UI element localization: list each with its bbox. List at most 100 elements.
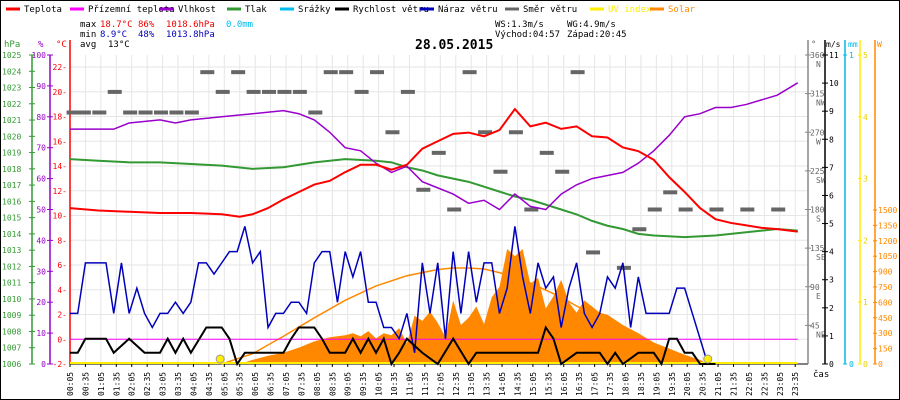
x-tick-label: 14:05 [498, 372, 507, 396]
sun-marker [215, 354, 225, 364]
uv-tick-label: 1 [863, 298, 868, 307]
stat-min-hum: 48% [138, 30, 155, 40]
temperature-tick-label: 18- [53, 113, 67, 122]
pressure-tick-label: 1022 [2, 100, 21, 109]
humidity-tick-label: 70 [36, 144, 46, 153]
temperature-tick-label: 4- [57, 286, 67, 295]
wind-direction-mark [524, 207, 539, 212]
temperature-line [69, 107, 798, 233]
wind-direction-mark [586, 250, 601, 255]
legend-label: Přízemní teplota [88, 5, 175, 15]
solar-tick-label: 1050 [878, 252, 897, 261]
pressure-tick-label: 1010 [2, 295, 21, 304]
rain-tick-label: 1 [849, 51, 854, 60]
pressure-unit: hPa [4, 40, 20, 50]
wind-direction-tick-label: 270 [810, 128, 825, 137]
temperature-unit: °C [56, 40, 67, 50]
wind-direction-mark [431, 150, 446, 155]
x-tick-label: 09:35 [359, 372, 368, 396]
wind-direction-mark [647, 207, 662, 212]
humidity-tick-label: 100 [32, 51, 47, 60]
wind-direction-cardinal: S [816, 215, 821, 224]
legend-label: UV index [608, 5, 652, 15]
x-tick-label: 13:35 [483, 372, 492, 396]
stat-min-label: min [80, 30, 96, 40]
axes: hPa1006100710081009101010111012101310141… [2, 40, 897, 396]
x-tick-label: 00:05 [66, 372, 75, 396]
x-tick-label: 06:35 [267, 372, 276, 396]
x-tick-label: 21:35 [729, 372, 738, 396]
pressure-tick-label: 1018 [2, 165, 21, 174]
pressure-tick-label: 1015 [2, 214, 21, 223]
solar-tick-label: 900 [878, 268, 893, 277]
x-tick-label: 03:35 [174, 372, 183, 396]
humidity-tick-label: 20 [36, 298, 46, 307]
x-tick-label: 21:05 [714, 372, 723, 396]
pressure-tick-label: 1013 [2, 246, 21, 255]
humidity-tick-label: 60 [36, 175, 46, 184]
wind-direction-mark [308, 110, 323, 115]
wind-speed-tick-label: 8 [829, 135, 834, 144]
x-tick-label: 06:05 [251, 372, 260, 396]
solar-tick-label: 0 [878, 360, 883, 369]
solar-tick-label: 150 [878, 345, 893, 354]
stat-min-temp: 8.9°C [100, 30, 127, 40]
wind-direction-mark [570, 70, 585, 75]
wind-speed-line [70, 325, 716, 367]
x-tick-label: 15:05 [529, 372, 538, 396]
wind-direction-mark [508, 130, 523, 135]
x-tick-label: 10:35 [390, 372, 399, 396]
wind-direction-mark [107, 89, 122, 94]
solar-tick-label: 1350 [878, 221, 897, 230]
wind-direction-mark [539, 150, 554, 155]
solar-tick-label: 300 [878, 329, 893, 338]
temperature-tick-label: -2- [53, 360, 67, 369]
pressure-tick-label: 1007 [2, 344, 21, 353]
pressure-tick-label: 1008 [2, 327, 21, 336]
x-tick-label: 14:35 [513, 372, 522, 396]
legend-label: Srážky [298, 5, 331, 15]
humidity-tick-label: 80 [36, 113, 46, 122]
wind-direction-tick-label: 45 [810, 321, 820, 330]
pressure-tick-label: 1024 [2, 67, 21, 76]
x-tick-label: 16:05 [560, 372, 569, 396]
wind-direction-mark [154, 110, 169, 115]
uv-tick-label: 2 [863, 236, 868, 245]
wind-direction-mark [478, 130, 493, 135]
x-tick-label: 08:35 [328, 372, 337, 396]
wind-direction-mark [555, 169, 570, 174]
uv-tick-label: 4 [863, 113, 868, 122]
wind-direction-unit: ° [811, 40, 816, 50]
chart-title: 28.05.2015 [415, 38, 493, 53]
wind-direction-cardinal: SE [816, 253, 826, 262]
solar-tick-label: 1200 [878, 237, 897, 246]
wind-direction-mark [339, 70, 354, 75]
wind-speed-unit: m/s [826, 40, 841, 49]
wind-direction-tick-label: 225 [810, 167, 825, 176]
wind-direction-cardinal: NW [816, 99, 826, 108]
pressure-line [69, 158, 798, 239]
stat-max-rain: 0.0mm [226, 20, 253, 30]
sun-marker [703, 354, 713, 364]
stat-avg-temp: 13°C [108, 40, 130, 50]
temperature-tick-label: 12- [53, 187, 67, 196]
solar-tick-label: 750 [878, 283, 893, 292]
wind-direction-mark [771, 207, 786, 212]
x-tick-label: 12:35 [452, 372, 461, 396]
rain-tick-label: 0 [849, 360, 854, 369]
wind-direction-mark [370, 70, 385, 75]
x-tick-label: 00:35 [81, 372, 90, 396]
wind-direction-cardinal: E [816, 292, 821, 301]
wind-direction-tick-label: 135 [810, 244, 825, 253]
temperature-tick-label: 14- [53, 162, 67, 171]
wind-speed-tick-label: 1 [829, 332, 834, 341]
wind-direction-mark [709, 207, 724, 212]
x-tick-label: 13:05 [467, 372, 476, 396]
legend-label: Teplota [24, 5, 62, 15]
wind-direction-mark [231, 70, 246, 75]
x-tick-label: 23:05 [776, 372, 785, 396]
humidity-tick-label: 40 [36, 236, 46, 245]
wind-direction-mark [447, 207, 462, 212]
wind-speed-tick-label: 4 [829, 248, 834, 257]
stat-wg: WG:4.9m/s [567, 20, 616, 30]
